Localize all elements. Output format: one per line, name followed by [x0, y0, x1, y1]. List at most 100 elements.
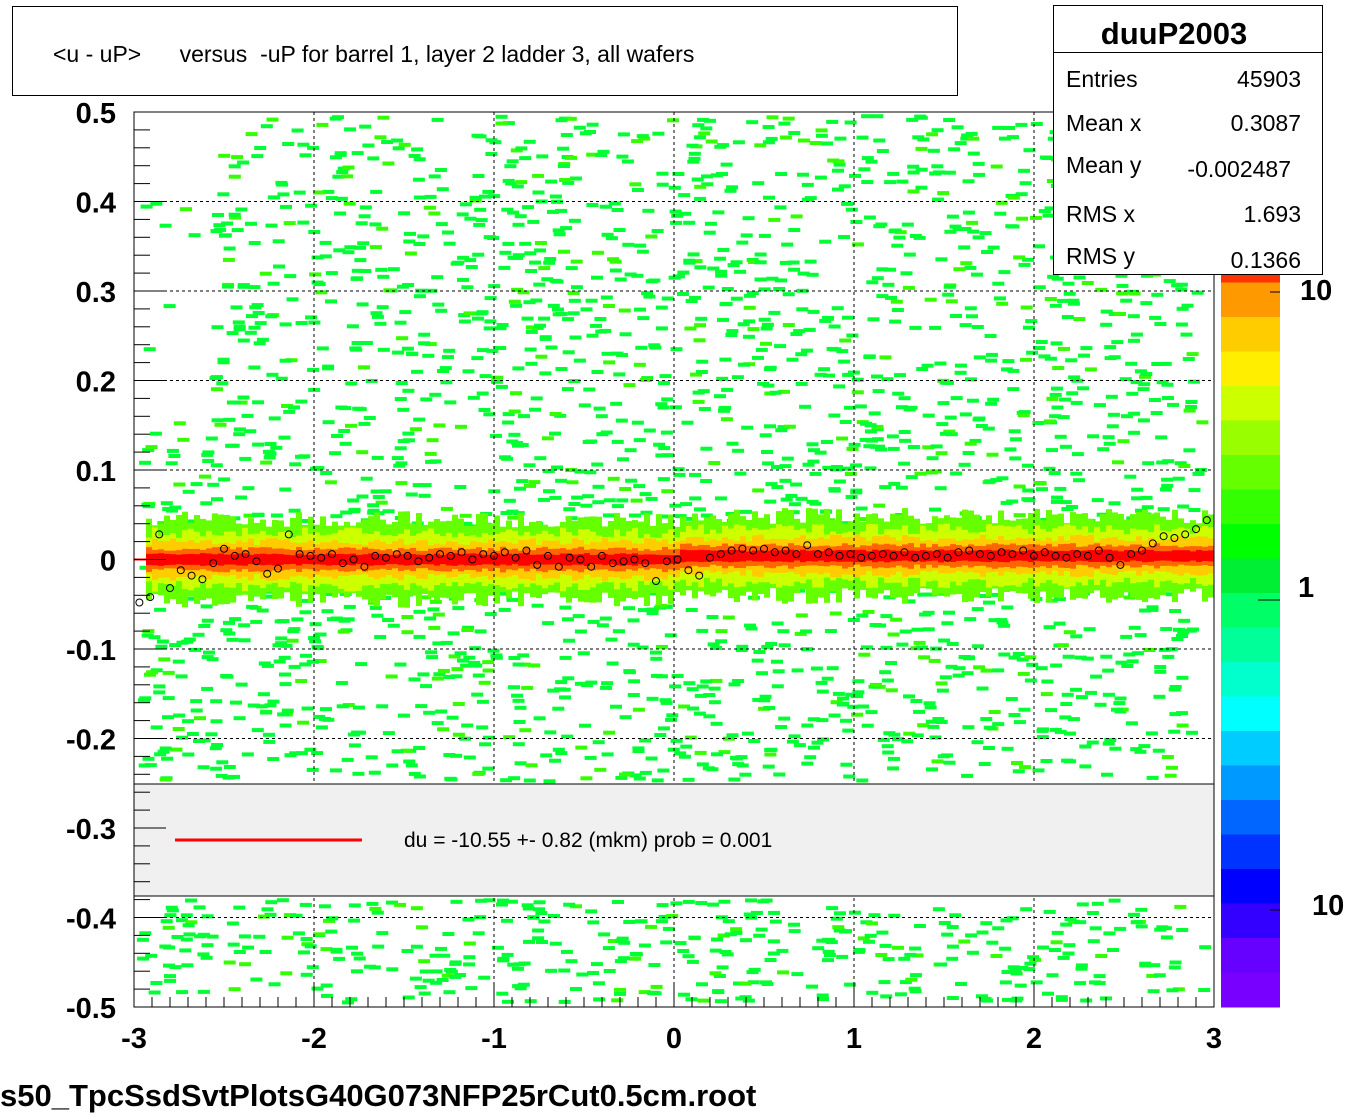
profile-point [846, 550, 855, 559]
histogram-cell [623, 670, 636, 675]
histogram-cell [491, 945, 504, 950]
histogram-cell [507, 210, 520, 215]
histogram-cell [324, 480, 337, 485]
histogram-cell [139, 565, 152, 570]
histogram-cell [251, 303, 264, 308]
histogram-cell [512, 222, 525, 227]
histogram-cell [850, 490, 863, 495]
histogram-cell [854, 404, 867, 409]
histogram-cell [216, 760, 229, 765]
profile-point [565, 553, 574, 562]
histogram-cell [425, 650, 438, 655]
histogram-cell [259, 950, 272, 954]
histogram-cell [410, 944, 423, 949]
histogram-cell [967, 151, 980, 156]
histogram-cell [542, 621, 555, 626]
histogram-cell [761, 322, 774, 327]
histogram-cell [713, 974, 726, 978]
histogram-cell [483, 412, 496, 417]
profile-point [1051, 551, 1060, 560]
histogram-cell [639, 770, 652, 775]
histogram-cell [964, 265, 977, 270]
histogram-cell [210, 699, 223, 704]
histogram-cell [1024, 655, 1037, 660]
histogram-cell [926, 767, 938, 772]
histogram-cell [215, 773, 228, 778]
histogram-cell [1161, 477, 1174, 482]
histogram-cell [479, 374, 492, 379]
histogram-cell [935, 257, 948, 262]
histogram-cell [1178, 618, 1191, 623]
histogram-cell [1054, 434, 1067, 439]
histogram-cell [584, 755, 597, 760]
band-cell [986, 549, 992, 563]
histogram-cell [163, 963, 175, 968]
histogram-cell [866, 990, 879, 995]
histogram-cell [1029, 215, 1042, 220]
histogram-cell [533, 716, 546, 721]
histogram-cell [1125, 361, 1138, 366]
histogram-cell [942, 292, 955, 297]
histogram-cell [1114, 696, 1127, 701]
histogram-cell [173, 421, 186, 426]
histogram-cell [155, 644, 168, 649]
histogram-cell [836, 436, 849, 441]
profile-point [943, 553, 952, 562]
histogram-cell [888, 732, 901, 737]
histogram-cell [656, 919, 668, 924]
histogram-cell [512, 253, 525, 258]
histogram-cell [697, 389, 710, 394]
histogram-cell [752, 488, 765, 493]
histogram-cell [498, 265, 511, 270]
histogram-cell [780, 497, 793, 502]
histogram-cell [490, 379, 503, 384]
histogram-cell [999, 946, 1012, 951]
histogram-cell [775, 278, 787, 283]
histogram-cell [353, 730, 366, 735]
histogram-cell [848, 910, 861, 915]
histogram-cell [616, 353, 629, 357]
histogram-cell [454, 651, 467, 656]
histogram-cell [461, 285, 474, 290]
histogram-cell [1064, 917, 1077, 921]
histogram-cell [264, 912, 277, 917]
histogram-cell [263, 455, 276, 460]
histogram-cell [627, 618, 640, 623]
histogram-cell [922, 627, 935, 632]
histogram-cell [251, 728, 264, 733]
histogram-cell [816, 689, 829, 694]
histogram-cell [618, 308, 631, 313]
histogram-cell [523, 939, 535, 944]
profile-point [684, 566, 693, 575]
band-cell [734, 550, 740, 562]
histogram-cell [377, 347, 390, 352]
histogram-cell [424, 342, 437, 347]
histogram-cell [306, 965, 319, 970]
histogram-cell [270, 513, 283, 518]
histogram-cell [442, 932, 455, 936]
histogram-cell [367, 156, 380, 161]
histogram-cell [601, 681, 614, 686]
histogram-cell [788, 131, 801, 135]
histogram-cell [842, 315, 854, 320]
histogram-cell [931, 759, 944, 764]
histogram-cell [859, 437, 872, 442]
histogram-cell [549, 758, 561, 763]
histogram-cell [330, 514, 343, 519]
histogram-cell [800, 629, 813, 634]
histogram-cell [892, 945, 904, 950]
x-tick-label: 0 [666, 1023, 682, 1055]
histogram-cell [694, 693, 707, 698]
histogram-cell [871, 276, 884, 281]
histogram-cell [1068, 375, 1081, 380]
histogram-cell [319, 254, 332, 259]
histogram-cell [415, 288, 428, 293]
histogram-cell [743, 305, 756, 310]
histogram-cell [696, 762, 709, 767]
histogram-cell [908, 986, 921, 991]
histogram-cell [253, 934, 266, 939]
histogram-cell [440, 380, 453, 385]
histogram-cell [201, 943, 214, 948]
histogram-cell [901, 739, 914, 744]
histogram-cell [788, 502, 801, 507]
